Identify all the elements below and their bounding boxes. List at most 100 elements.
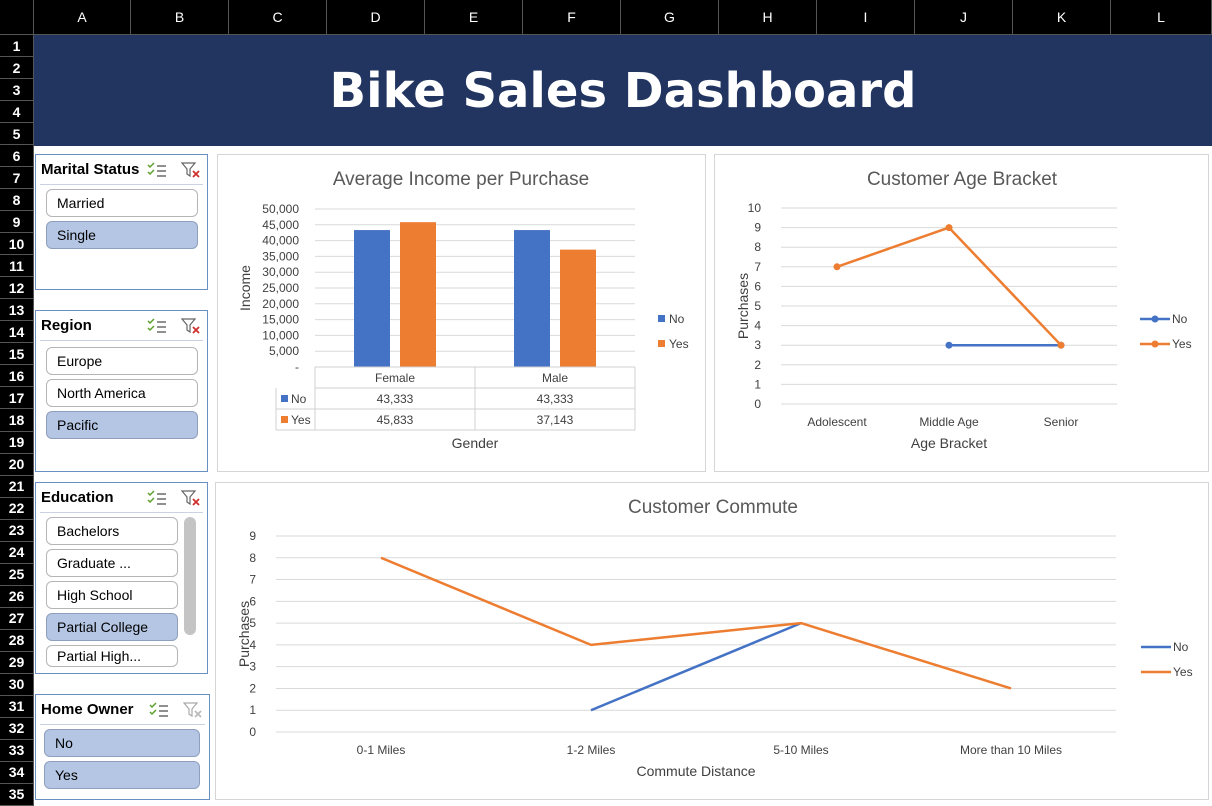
y-tick-label: 6	[249, 594, 256, 608]
x-axis-label: Gender	[452, 435, 499, 451]
row-header[interactable]: 35	[0, 783, 34, 806]
row-header[interactable]: 31	[0, 695, 34, 718]
row-header[interactable]: 15	[0, 343, 34, 366]
clear-filter-icon[interactable]	[183, 701, 203, 719]
row-header[interactable]: 1	[0, 35, 34, 58]
row-header[interactable]: 28	[0, 629, 34, 652]
data-point-yes	[833, 263, 841, 271]
y-tick-label: 30,000	[262, 265, 299, 279]
multi-select-icon[interactable]	[149, 701, 169, 719]
column-header[interactable]: C	[229, 0, 327, 35]
row-header[interactable]: 18	[0, 409, 34, 432]
multi-select-icon[interactable]	[147, 161, 167, 179]
slicer-item[interactable]: Married	[46, 189, 198, 217]
column-header[interactable]: D	[327, 0, 425, 35]
row-header[interactable]: 22	[0, 497, 34, 520]
row-header[interactable]: 32	[0, 717, 34, 740]
slicer-item[interactable]: Partial College	[46, 613, 178, 641]
legend-label: Yes	[1173, 665, 1193, 679]
slicer-item[interactable]: No	[44, 729, 200, 757]
legend-label: Yes	[669, 337, 689, 351]
row-header[interactable]: 27	[0, 607, 34, 630]
slicer-item[interactable]: Partial High...	[46, 645, 178, 667]
slicer-item[interactable]: North America	[46, 379, 198, 407]
column-header[interactable]: K	[1013, 0, 1111, 35]
column-header[interactable]: B	[131, 0, 229, 35]
column-header[interactable]: I	[817, 0, 915, 35]
slicer-item[interactable]: Graduate ...	[46, 549, 178, 577]
row-header[interactable]: 29	[0, 651, 34, 674]
age-bracket-chart[interactable]: Customer Age Bracket 0 1 2 3 4 5 6 7 8 9 10 Purchase…	[714, 154, 1209, 472]
row-header[interactable]: 6	[0, 145, 34, 168]
row-header[interactable]: 24	[0, 541, 34, 564]
row-header[interactable]: 19	[0, 431, 34, 454]
slicer-item[interactable]: Yes	[44, 761, 200, 789]
y-tick-label: 10,000	[262, 328, 299, 342]
row-header[interactable]: 17	[0, 387, 34, 410]
data-point-yes	[945, 224, 953, 232]
row-header[interactable]: 21	[0, 475, 34, 498]
column-header[interactable]: A	[34, 0, 131, 35]
row-header[interactable]: 12	[0, 277, 34, 300]
chart-title: Average Income per Purchase	[333, 169, 589, 190]
slicer-item[interactable]: Pacific	[46, 411, 198, 439]
row-header[interactable]: 23	[0, 519, 34, 542]
slicer-item[interactable]: Europe	[46, 347, 198, 375]
slicer-item[interactable]: High School	[46, 581, 178, 609]
column-header[interactable]: E	[425, 0, 523, 35]
row-header[interactable]: 20	[0, 453, 34, 476]
y-tick-label: 2	[754, 358, 761, 372]
legend-label: No	[669, 312, 685, 326]
y-tick-label: 4	[754, 319, 761, 333]
row-header[interactable]: 9	[0, 211, 34, 234]
slicer-scrollbar[interactable]	[184, 517, 196, 635]
multi-select-icon[interactable]	[147, 317, 167, 335]
legend-key-no	[658, 315, 665, 322]
row-header[interactable]: 11	[0, 255, 34, 278]
row-header[interactable]: 16	[0, 365, 34, 388]
commute-chart-svg: Customer Commute 0 1 2 3 4 5 6 7 8 9 Purchases 0-1 M…	[236, 497, 1193, 779]
income-chart[interactable]: Average Income per Purchase - 5,000 10,000 1…	[217, 154, 706, 472]
row-header[interactable]: 7	[0, 167, 34, 190]
column-header[interactable]: G	[621, 0, 719, 35]
y-tick-label: 40,000	[262, 234, 299, 248]
x-axis-label: Age Bracket	[911, 435, 987, 451]
y-tick-label: 35,000	[262, 249, 299, 263]
clear-filter-icon[interactable]	[181, 161, 201, 179]
y-axis-label: Income	[237, 265, 253, 311]
series-line-no	[590, 621, 802, 712]
column-header[interactable]: L	[1111, 0, 1212, 35]
column-header[interactable]: J	[915, 0, 1013, 35]
column-header[interactable]: F	[523, 0, 621, 35]
row-header[interactable]: 4	[0, 101, 34, 124]
slicer-item[interactable]: Single	[46, 221, 198, 249]
row-header[interactable]: 25	[0, 563, 34, 586]
select-all-corner[interactable]	[0, 0, 34, 35]
commute-chart[interactable]: Customer Commute 0 1 2 3 4 5 6 7 8 9 Purchases 0-1 M…	[215, 482, 1209, 800]
y-tick-label: 2	[249, 681, 256, 695]
row-header[interactable]: 8	[0, 189, 34, 212]
clear-filter-icon[interactable]	[181, 489, 201, 507]
clear-filter-icon[interactable]	[181, 317, 201, 335]
row-header[interactable]: 14	[0, 321, 34, 344]
slicer-item[interactable]: Bachelors	[46, 517, 178, 545]
row-header[interactable]: 10	[0, 233, 34, 256]
bar-yes	[400, 222, 436, 367]
multi-select-icon[interactable]	[147, 489, 167, 507]
row-header[interactable]: 34	[0, 761, 34, 784]
chart-title: Customer Commute	[628, 497, 798, 518]
row-header[interactable]: 26	[0, 585, 34, 608]
y-tick-label: 4	[249, 638, 256, 652]
column-header[interactable]: H	[719, 0, 817, 35]
row-header[interactable]: 5	[0, 123, 34, 146]
row-header[interactable]: 30	[0, 673, 34, 696]
row-header[interactable]: 33	[0, 739, 34, 762]
age-bracket-chart-svg: Customer Age Bracket 0 1 2 3 4 5 6 7 8 9 10 Purchase…	[735, 169, 1192, 451]
slicer-title: Home Owner	[41, 701, 134, 718]
y-axis-label: Purchases	[735, 273, 751, 339]
y-tick-label: 20,000	[262, 297, 299, 311]
row-header[interactable]: 2	[0, 57, 34, 80]
y-tick-label: 15,000	[262, 313, 299, 327]
row-header[interactable]: 3	[0, 79, 34, 102]
row-header[interactable]: 13	[0, 299, 34, 322]
